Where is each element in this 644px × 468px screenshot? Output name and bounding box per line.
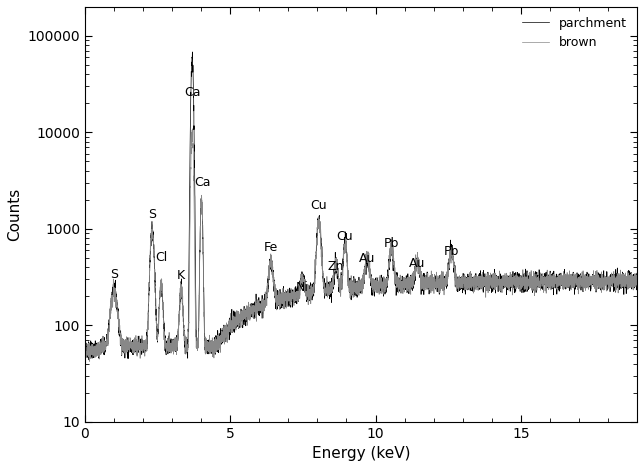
brown — [82, 351, 90, 357]
Y-axis label: Counts: Counts — [7, 188, 22, 241]
parchment — [330, 277, 337, 283]
Text: Cu: Cu — [310, 199, 327, 212]
parchment — [211, 341, 218, 347]
brown — [290, 291, 298, 297]
Text: Pb: Pb — [384, 237, 399, 250]
brown — [211, 346, 218, 351]
Text: Ca: Ca — [184, 87, 200, 99]
brown — [633, 277, 641, 283]
parchment — [189, 49, 196, 55]
Text: Cl: Cl — [155, 251, 167, 264]
Text: Zn: Zn — [328, 260, 345, 273]
brown — [330, 280, 337, 285]
Text: Au: Au — [409, 257, 426, 271]
Line: parchment: parchment — [86, 52, 637, 360]
parchment — [82, 340, 90, 346]
parchment — [216, 331, 224, 337]
parchment — [290, 296, 298, 302]
Line: brown: brown — [86, 129, 637, 361]
X-axis label: Energy (keV): Energy (keV) — [312, 446, 410, 461]
Text: S: S — [148, 208, 156, 221]
brown — [629, 280, 637, 286]
Text: K: K — [177, 269, 185, 282]
Text: Pb: Pb — [444, 245, 459, 258]
Text: Fe: Fe — [264, 241, 278, 254]
brown — [214, 347, 222, 352]
parchment — [633, 271, 641, 276]
Text: Ni: Ni — [296, 281, 308, 294]
Legend: parchment, brown: parchment, brown — [518, 13, 631, 53]
Text: S: S — [110, 268, 118, 281]
Text: Cu: Cu — [337, 230, 354, 242]
brown — [189, 126, 196, 132]
parchment — [214, 344, 222, 350]
parchment — [85, 357, 93, 363]
brown — [216, 350, 224, 355]
Text: Ca: Ca — [194, 176, 211, 189]
brown — [86, 358, 93, 364]
parchment — [629, 279, 637, 285]
Text: Au: Au — [359, 252, 375, 265]
